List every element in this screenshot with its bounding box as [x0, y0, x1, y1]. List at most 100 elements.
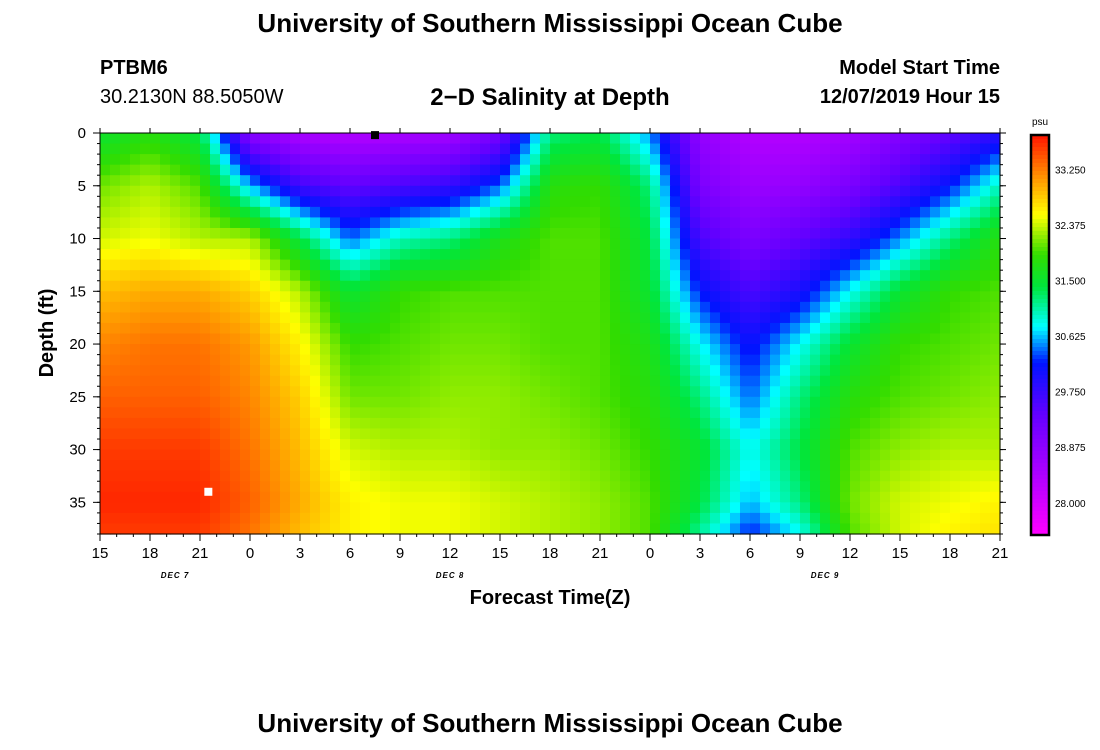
heatmap-cell [700, 396, 711, 408]
heatmap-cell [780, 344, 791, 356]
heatmap-cell [870, 354, 881, 366]
heatmap-cell [620, 502, 631, 514]
heatmap-cell [830, 312, 841, 324]
heatmap-cell [670, 227, 681, 240]
heatmap-cell [750, 417, 761, 430]
heatmap-cell [970, 386, 981, 398]
heatmap-cell [430, 407, 441, 419]
heatmap-cell [110, 365, 121, 377]
heatmap-cell [300, 133, 311, 145]
heatmap-cell [760, 481, 771, 493]
heatmap-cell [440, 249, 451, 261]
heatmap-cell [100, 280, 111, 292]
heatmap-cell [180, 312, 191, 324]
heatmap-cell [790, 185, 801, 197]
heatmap-cell [450, 249, 461, 261]
heatmap-cell [400, 491, 411, 503]
heatmap-cell [290, 312, 301, 324]
heatmap-cell [260, 354, 271, 366]
heatmap-cell [730, 439, 741, 451]
heatmap-cell [240, 206, 251, 219]
heatmap-cell [470, 154, 481, 166]
heatmap-cell [580, 238, 591, 250]
heatmap-cell [340, 312, 351, 324]
x-tick-label: 15 [92, 545, 109, 562]
heatmap-cell [900, 417, 911, 430]
heatmap-cell [990, 259, 1001, 271]
heatmap-cell [870, 164, 881, 176]
heatmap-cell [180, 396, 191, 408]
heatmap-cell [130, 238, 141, 250]
heatmap-cell [130, 270, 141, 282]
heatmap-cell [920, 206, 931, 219]
heatmap-cell [750, 481, 761, 493]
heatmap-cell [270, 291, 281, 303]
heatmap-cell [590, 280, 601, 292]
heatmap-cell [420, 407, 431, 419]
heatmap-cell [580, 386, 591, 398]
heatmap-cell [980, 227, 991, 240]
heatmap-cell [760, 259, 771, 271]
heatmap-cell [360, 344, 371, 356]
heatmap-cell [310, 175, 321, 187]
heatmap-cell [720, 396, 731, 408]
heatmap-cell [830, 523, 841, 535]
heatmap-cell [240, 354, 251, 366]
heatmap-cell [820, 386, 831, 398]
heatmap-cell [110, 523, 121, 535]
heatmap-cell [400, 470, 411, 482]
heatmap-cell [120, 164, 131, 176]
heatmap-cell [530, 470, 541, 482]
heatmap-cell [540, 259, 551, 271]
heatmap-cell [870, 470, 881, 482]
heatmap-cell [850, 460, 861, 472]
heatmap-cell [890, 523, 901, 535]
heatmap-cell [270, 491, 281, 503]
heatmap-cell [380, 227, 391, 240]
heatmap-cell [190, 206, 201, 219]
heatmap-cell [560, 133, 571, 145]
heatmap-cell [400, 249, 411, 261]
heatmap-cell [150, 312, 161, 324]
heatmap-cell [590, 206, 601, 219]
colorbar-segment [1031, 191, 1049, 196]
heatmap-cell [740, 322, 751, 335]
heatmap-cell [300, 227, 311, 240]
colorbar-segment [1031, 491, 1049, 496]
heatmap-cell [890, 175, 901, 187]
heatmap-cell [360, 217, 371, 229]
heatmap-cell [190, 270, 201, 282]
heatmap-cell [610, 312, 621, 324]
heatmap-cell [450, 481, 461, 493]
heatmap-cell [940, 512, 951, 525]
heatmap-cell [270, 386, 281, 398]
heatmap-cell [220, 322, 231, 335]
heatmap-cell [910, 365, 921, 377]
heatmap-cell [110, 344, 121, 356]
x-tick-label: 0 [246, 545, 254, 562]
heatmap-cell [360, 259, 371, 271]
heatmap-cell [640, 133, 651, 145]
heatmap-cell [150, 249, 161, 261]
heatmap-cell [370, 217, 381, 229]
heatmap-cell [230, 196, 241, 208]
heatmap-cell [120, 333, 131, 345]
heatmap-cell [580, 227, 591, 240]
heatmap-cell [390, 270, 401, 282]
heatmap-cell [450, 227, 461, 240]
heatmap-cell [440, 164, 451, 176]
heatmap-cell [700, 301, 711, 313]
heatmap-cell [880, 375, 891, 387]
colorbar-segment [1031, 451, 1049, 456]
heatmap-cell [780, 175, 791, 187]
heatmap-cell [510, 164, 521, 176]
heatmap-cell [790, 206, 801, 219]
heatmap-cell [140, 439, 151, 451]
heatmap-cell [930, 417, 941, 430]
heatmap-cell [540, 470, 551, 482]
heatmap-cell [720, 312, 731, 324]
heatmap-cell [730, 386, 741, 398]
heatmap-cell [730, 270, 741, 282]
heatmap-cell [400, 333, 411, 345]
colorbar-segment [1031, 435, 1049, 440]
